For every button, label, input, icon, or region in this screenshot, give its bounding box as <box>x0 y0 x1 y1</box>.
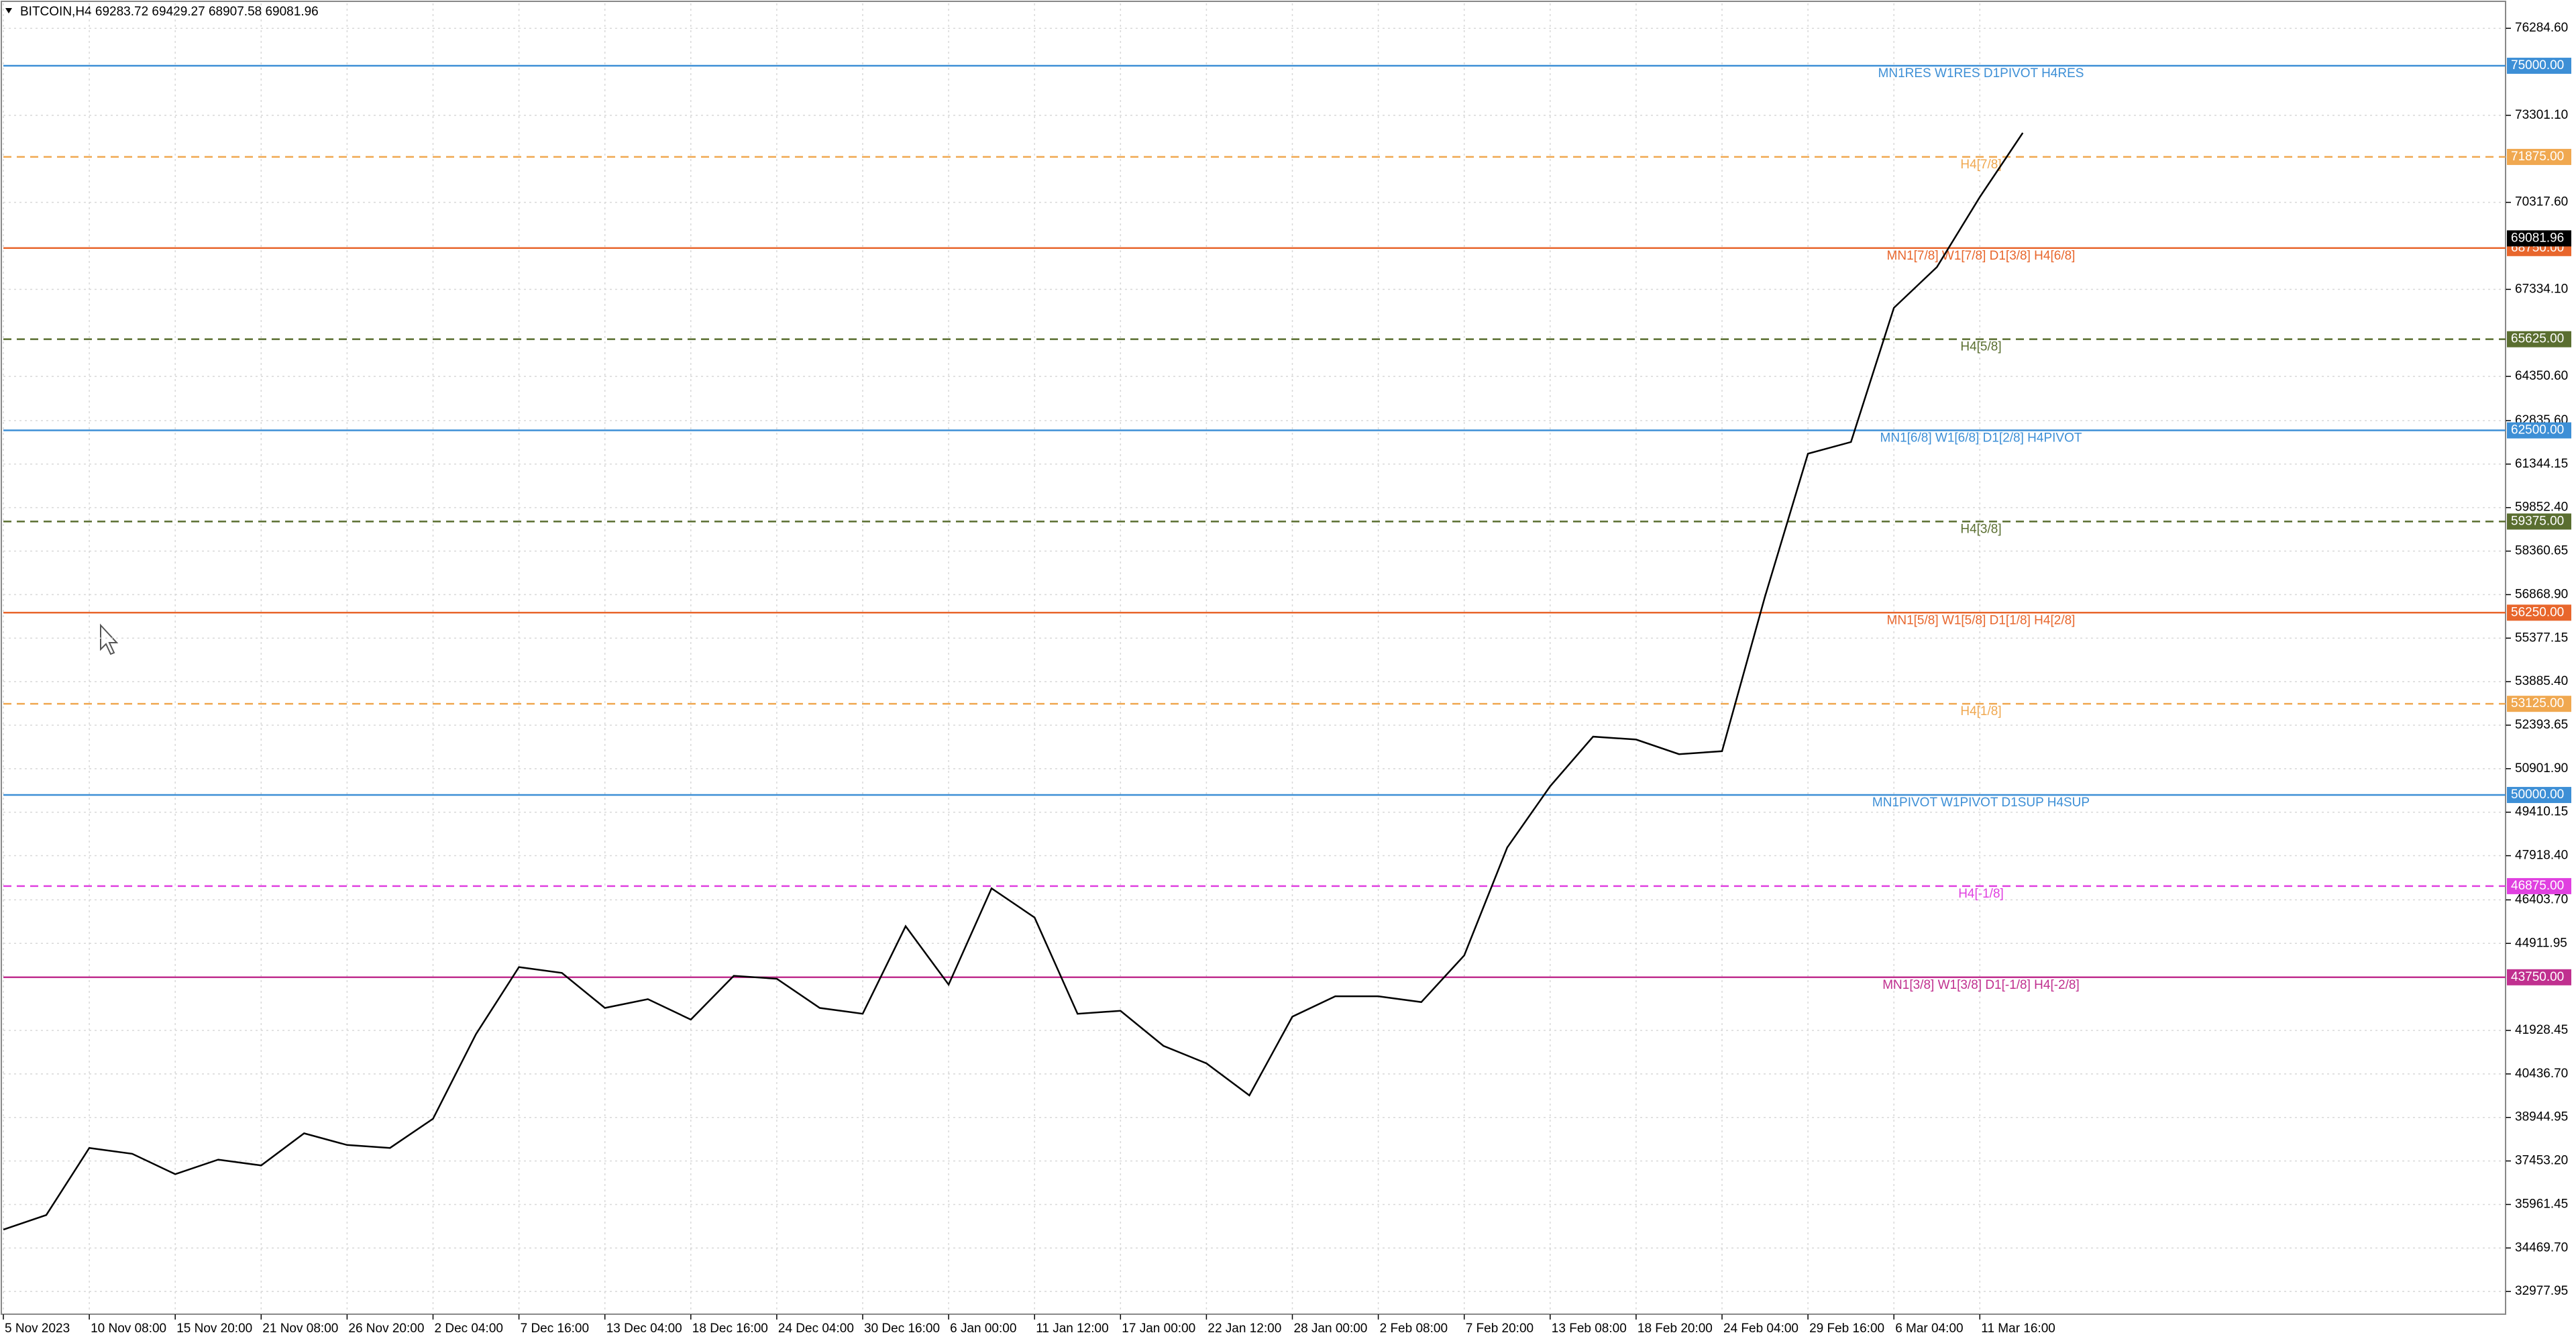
level-text: MN1PIVOT W1PIVOT D1SUP H4SUP <box>1872 796 2090 810</box>
y-tick-label: 49410.15 <box>2515 805 2568 819</box>
y-tick-label: 38944.95 <box>2515 1110 2568 1124</box>
plot-frame <box>1 1 2506 1315</box>
price-tag-label: 59375.00 <box>2511 514 2564 528</box>
price-tag-label: 65625.00 <box>2511 332 2564 346</box>
y-tick-label: 53885.40 <box>2515 674 2568 688</box>
mouse-cursor <box>100 623 119 655</box>
y-tick-label: 56868.90 <box>2515 587 2568 601</box>
y-tick-label: 61344.15 <box>2515 457 2568 471</box>
y-tick-label: 58360.65 <box>2515 544 2568 558</box>
x-tick-label: 22 Jan 12:00 <box>1208 1322 1281 1336</box>
x-tick-label: 21 Nov 08:00 <box>262 1322 338 1336</box>
price-tag-label: 46875.00 <box>2511 879 2564 893</box>
level-text: MN1[3/8] W1[3/8] D1[-1/8] H4[-2/8] <box>1882 978 2080 992</box>
price-tag <box>2507 787 2571 804</box>
menu-arrow[interactable] <box>5 8 12 13</box>
price-tag-label: 50000.00 <box>2511 788 2564 802</box>
y-tick-label: 47918.40 <box>2515 849 2568 863</box>
symbol-header: BITCOIN,H4 69283.72 69429.27 68907.58 69… <box>20 5 319 19</box>
y-tick-label: 44911.95 <box>2515 936 2567 950</box>
level-text: H4[7/8] <box>1960 158 2001 172</box>
y-tick-label: 73301.10 <box>2515 108 2568 122</box>
x-tick-label: 18 Dec 16:00 <box>692 1322 768 1336</box>
price-tag <box>2507 969 2571 985</box>
x-tick-label: 2 Feb 08:00 <box>1380 1322 1448 1336</box>
y-tick-label: 41928.45 <box>2515 1023 2568 1037</box>
price-tag-label: 43750.00 <box>2511 970 2564 984</box>
x-tick-label: 24 Feb 04:00 <box>1723 1322 1799 1336</box>
y-tick-label: 50901.90 <box>2515 761 2568 775</box>
y-tick-label: 76284.60 <box>2515 21 2568 35</box>
price-tag <box>2507 696 2571 712</box>
level-text: MN1[6/8] W1[6/8] D1[2/8] H4PIVOT <box>1880 431 2082 445</box>
x-tick-label: 10 Nov 08:00 <box>91 1322 166 1336</box>
y-tick-label: 34469.70 <box>2515 1240 2568 1254</box>
x-tick-label: 17 Jan 00:00 <box>1122 1322 1195 1336</box>
y-tick-label: 40436.70 <box>2515 1067 2568 1081</box>
x-tick-label: 11 Mar 16:00 <box>1981 1322 2055 1336</box>
price-tag <box>2507 513 2571 530</box>
x-tick-label: 5 Nov 2023 <box>5 1322 70 1336</box>
y-tick-label: 52393.65 <box>2515 718 2568 732</box>
level-text: MN1[7/8] W1[7/8] D1[3/8] H4[6/8] <box>1887 249 2076 263</box>
level-text: H4[-1/8] <box>1958 887 2004 901</box>
level-text: MN1[5/8] W1[5/8] D1[1/8] H4[2/8] <box>1887 613 2076 627</box>
level-text: H4[1/8] <box>1960 704 2001 718</box>
x-tick-label: 29 Feb 16:00 <box>1809 1322 1884 1336</box>
y-tick-label: 64350.60 <box>2515 369 2568 383</box>
x-tick-label: 7 Feb 20:00 <box>1466 1322 1534 1336</box>
y-tick-label: 35961.45 <box>2515 1197 2568 1211</box>
x-tick-label: 30 Dec 16:00 <box>864 1322 940 1336</box>
x-tick-label: 7 Dec 16:00 <box>521 1322 589 1336</box>
x-tick-label: 18 Feb 20:00 <box>1638 1322 1713 1336</box>
x-tick-label: 28 Jan 00:00 <box>1294 1322 1368 1336</box>
x-tick-label: 24 Dec 04:00 <box>778 1322 854 1336</box>
price-line <box>3 132 2024 1231</box>
y-tick-label: 37453.20 <box>2515 1154 2568 1168</box>
x-tick-label: 13 Feb 08:00 <box>1552 1322 1627 1336</box>
price-tag-label: 75000.00 <box>2511 58 2564 72</box>
y-tick-label: 70317.60 <box>2515 195 2568 209</box>
x-tick-label: 11 Jan 12:00 <box>1036 1322 1108 1336</box>
price-tag-label: 53125.00 <box>2511 696 2564 710</box>
y-tick-label: 59852.40 <box>2515 500 2568 515</box>
price-tag <box>2507 877 2571 894</box>
price-tag-label: 71875.00 <box>2511 150 2564 164</box>
price-tag-label: 56250.00 <box>2511 605 2564 619</box>
price-tag <box>2507 422 2571 439</box>
price-tag <box>2507 331 2571 347</box>
x-tick-label: 6 Jan 00:00 <box>950 1322 1016 1336</box>
price-tag <box>2507 58 2571 74</box>
level-text: MN1RES W1RES D1PIVOT H4RES <box>1878 66 2084 81</box>
level-text: H4[5/8] <box>1960 340 2001 354</box>
last-price-tag <box>2507 230 2571 247</box>
price-tag <box>2507 604 2571 621</box>
level-text: H4[3/8] <box>1960 522 2001 536</box>
price-tag <box>2507 148 2571 165</box>
y-tick-label: 32977.95 <box>2515 1284 2568 1298</box>
x-tick-label: 26 Nov 20:00 <box>348 1322 424 1336</box>
last-price-label: 69081.96 <box>2511 231 2564 245</box>
price-tag-label: 62500.00 <box>2511 423 2564 437</box>
x-tick-label: 15 Nov 20:00 <box>176 1322 252 1336</box>
y-tick-label: 46403.70 <box>2515 892 2568 906</box>
x-tick-label: 13 Dec 04:00 <box>606 1322 682 1336</box>
x-tick-label: 6 Mar 04:00 <box>1895 1322 1963 1336</box>
x-tick-label: 2 Dec 04:00 <box>435 1322 503 1336</box>
y-tick-label: 55377.15 <box>2515 631 2568 645</box>
y-tick-label: 67334.10 <box>2515 282 2568 296</box>
